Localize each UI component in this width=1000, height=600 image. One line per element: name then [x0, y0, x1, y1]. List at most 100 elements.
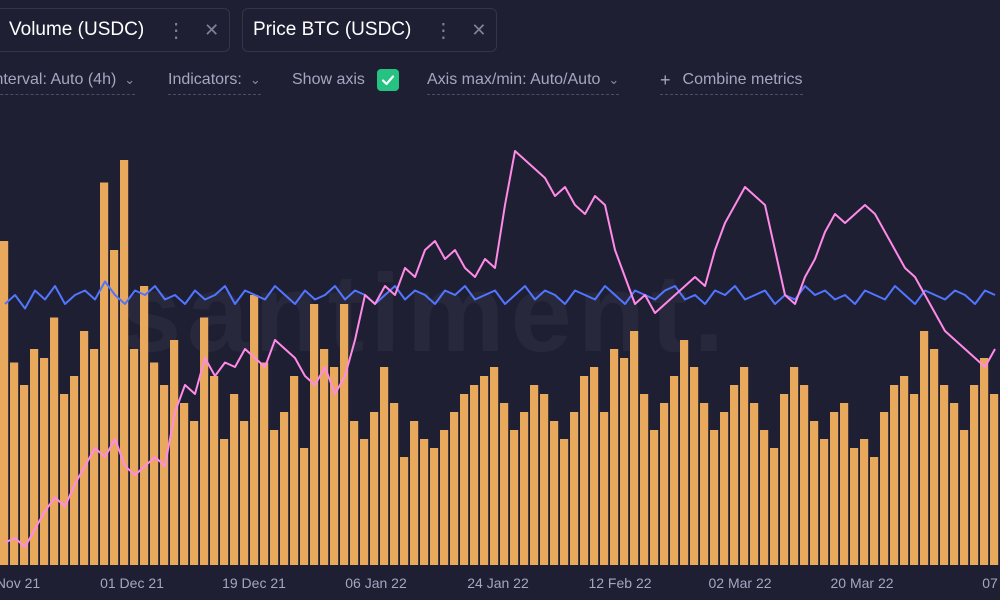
- indicators-select[interactable]: Indicators: ⌄: [168, 66, 261, 95]
- volume-bar: [370, 412, 379, 565]
- volume-bar: [910, 394, 919, 565]
- volume-bar: [870, 457, 879, 565]
- volume-bar: [60, 394, 69, 565]
- volume-bar: [80, 331, 89, 565]
- volume-bar: [350, 421, 359, 565]
- volume-bar: [970, 385, 979, 565]
- metric-label: Volume (USDC): [9, 19, 145, 40]
- chevron-down-icon: ⌄: [124, 72, 136, 87]
- volume-bar: [890, 385, 899, 565]
- volume-bar: [50, 317, 59, 565]
- volume-bar: [440, 430, 449, 565]
- volume-bar: [740, 367, 749, 565]
- volume-bar: [100, 182, 109, 565]
- volume-bar: [600, 412, 609, 565]
- volume-bar: [630, 331, 639, 565]
- volume-bar: [940, 385, 949, 565]
- volume-bar: [590, 367, 599, 565]
- close-icon[interactable]: ✕: [204, 19, 220, 40]
- volume-bar: [960, 430, 969, 565]
- volume-bar: [180, 403, 189, 565]
- volume-bar: [980, 358, 989, 565]
- volume-bar: [210, 376, 219, 565]
- volume-bar: [700, 403, 709, 565]
- volume-bar: [560, 439, 569, 565]
- volume-bar: [0, 241, 9, 565]
- volume-bar: [830, 412, 839, 565]
- volume-bar: [300, 448, 309, 565]
- volume-bar: [200, 317, 209, 565]
- metric-tab-price-btc[interactable]: Price BTC (USDC) ⋮ ✕: [242, 8, 497, 52]
- axis-maxmin-label: Axis max/min: Auto/Auto: [427, 71, 601, 88]
- volume-bar: [670, 376, 679, 565]
- volume-bar: [580, 376, 589, 565]
- chart-area[interactable]: [0, 105, 1000, 570]
- x-tick-label: Nov 21: [0, 575, 41, 591]
- volume-bar: [160, 385, 169, 565]
- volume-bar: [150, 362, 159, 565]
- close-icon[interactable]: ✕: [471, 19, 487, 40]
- more-vertical-icon[interactable]: ⋮: [433, 19, 453, 42]
- volume-bar: [330, 367, 339, 565]
- volume-bar: [190, 421, 199, 565]
- volume-bar: [570, 412, 579, 565]
- volume-bar: [520, 412, 529, 565]
- volume-bar: [760, 430, 769, 565]
- volume-bar: [750, 403, 759, 565]
- volume-bar: [710, 430, 719, 565]
- volume-bar: [620, 358, 629, 565]
- checkmark-icon: [381, 75, 395, 86]
- x-tick-label: 01 Dec 21: [100, 575, 164, 591]
- volume-bar: [550, 421, 559, 565]
- price-btc-line: [4, 150, 996, 548]
- volume-bar: [120, 160, 129, 565]
- volume-bar: [640, 394, 649, 565]
- axis-maxmin-select[interactable]: Axis max/min: Auto/Auto ⌄: [427, 66, 620, 95]
- volume-bar: [340, 304, 349, 565]
- interval-select[interactable]: Interval: Auto (4h) ⌄: [0, 66, 136, 95]
- volume-bar: [410, 421, 419, 565]
- volume-bar: [480, 376, 489, 565]
- volume-bar: [310, 304, 319, 565]
- volume-bar: [290, 376, 299, 565]
- volume-bar: [490, 367, 499, 565]
- volume-bar: [680, 340, 689, 565]
- x-tick-label: 20 Mar 22: [830, 575, 894, 591]
- volume-bar: [320, 349, 329, 565]
- volume-bar: [140, 286, 149, 565]
- volume-bar: [70, 376, 79, 565]
- volume-bar: [170, 340, 179, 565]
- volume-bar: [10, 362, 19, 565]
- volume-bar: [790, 367, 799, 565]
- volume-bar: [810, 421, 819, 565]
- volume-bar: [720, 412, 729, 565]
- volume-bar: [860, 439, 869, 565]
- more-vertical-icon[interactable]: ⋮: [166, 19, 186, 42]
- metric-tab-volume[interactable]: Volume (USDC) ⋮ ✕: [0, 8, 230, 52]
- show-axis-label: Show axis: [292, 71, 365, 88]
- volume-bar: [800, 385, 809, 565]
- volume-bar: [400, 457, 409, 565]
- interval-label: Interval: Auto (4h): [0, 71, 117, 88]
- volume-bar: [230, 394, 239, 565]
- x-tick-label: 12 Feb 22: [588, 575, 652, 591]
- x-axis: Nov 21 01 Dec 21 19 Dec 21 06 Jan 22 24 Jan …: [0, 575, 1000, 597]
- volume-bar: [880, 412, 889, 565]
- volume-bar: [950, 403, 959, 565]
- volume-bar: [460, 394, 469, 565]
- volume-bar: [110, 250, 119, 565]
- x-tick-label: 19 Dec 21: [222, 575, 286, 591]
- volume-bar: [240, 421, 249, 565]
- volume-bar: [360, 439, 369, 565]
- chevron-down-icon: ⌄: [249, 72, 261, 87]
- volume-bar: [40, 358, 49, 565]
- volume-bar: [30, 349, 39, 565]
- show-axis-checkbox[interactable]: [376, 69, 399, 91]
- volume-bar: [270, 430, 279, 565]
- plus-icon: +: [660, 69, 671, 90]
- volume-bar: [430, 448, 439, 565]
- combine-metrics-button[interactable]: + Combine metrics: [660, 66, 803, 95]
- volume-bar: [130, 349, 139, 565]
- show-axis-toggle[interactable]: Show axis: [292, 66, 399, 94]
- volume-bar: [90, 349, 99, 565]
